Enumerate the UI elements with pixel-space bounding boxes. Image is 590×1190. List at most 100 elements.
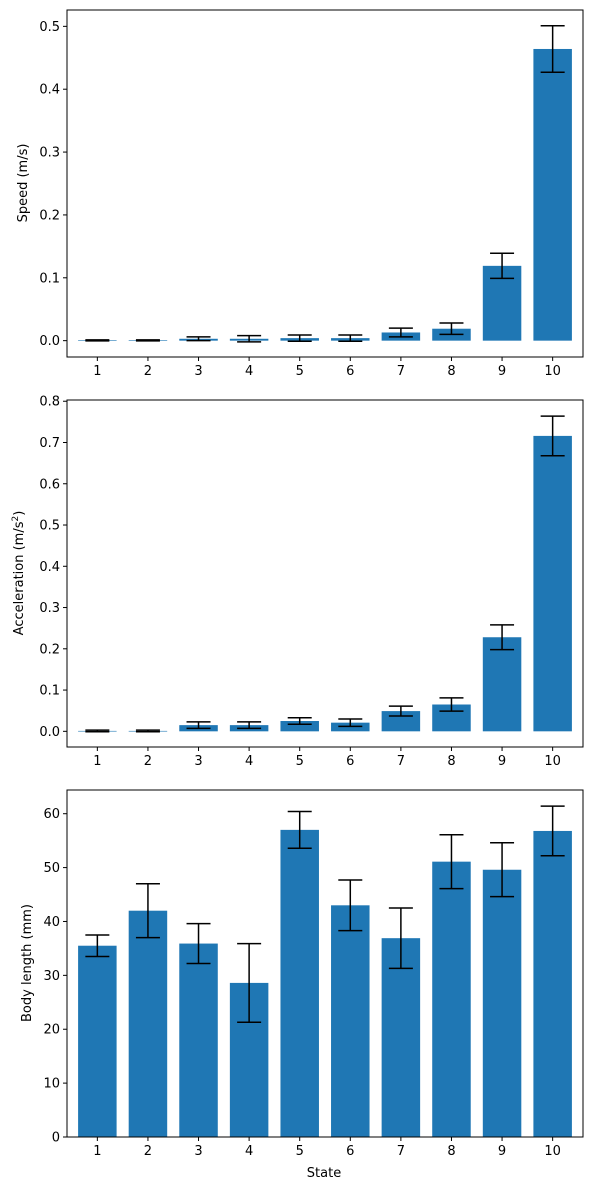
body-length-error-bar-5 [287,810,312,849]
speed-error-bar-5 [287,334,312,343]
body-length-error-bar-9 [490,842,515,898]
body-length-bar-2 [128,910,168,1137]
acceleration-ytick-label: 0.6 [39,477,60,492]
acceleration-error-bar-2 [135,729,160,733]
body-length-ylabel: Body length (mm) [20,904,35,1022]
speed-bar-10 [533,48,572,341]
acceleration-error-bar-5 [287,716,312,726]
acceleration-xtick-label: 1 [93,754,101,769]
body-length-xtick-label: 5 [296,1144,304,1159]
speed-ytick-label: 0.0 [39,334,60,349]
body-length-xtick-label: 1 [93,1144,101,1159]
acceleration-error-bar-4 [237,721,262,730]
body-length-error-bar-8 [439,833,464,890]
body-length-xtick-label: 9 [498,1144,506,1159]
body-length-error-bar-6 [338,879,363,932]
speed-error-bar-1 [85,339,110,342]
speed-error-bar-3 [186,336,211,342]
acceleration-xtick-label: 2 [144,754,152,769]
acceleration-xtick-label: 6 [346,754,354,769]
speed-ylabel: Speed (m/s) [16,144,31,223]
speed-xtick-label: 3 [194,364,202,379]
body-length-ytick-label: 10 [43,1077,60,1092]
body-length-panel: Body length (mm) State 0 10 20 30 40 50 60 1 2 3 4… [20,789,584,1181]
acceleration-ytick-label: 0.0 [39,725,60,740]
speed-xtick-label: 1 [93,364,101,379]
acceleration-xtick-label: 9 [498,754,506,769]
body-length-ytick-label: 20 [43,1023,60,1038]
acceleration-panel: Acceleration (m/s2) 0.00.10.20.30.40.50.… [11,395,584,769]
body-length-xlabel: State [307,1166,341,1181]
acceleration-xtick-label: 7 [397,754,405,769]
acceleration-error-bar-8 [439,697,464,712]
acceleration-bar-9 [482,637,522,732]
speed-panel: Speed (m/s) 0.0 0.1 0.2 0.3 0.4 0.5 1 2 3 4 5 6 7 8 9 1… [16,9,584,379]
acceleration-ylabel: Acceleration (m/s2) [11,511,27,636]
body-length-bar-9 [482,869,522,1137]
acceleration-xtick-label: 8 [447,754,455,769]
speed-ytick-label: 0.1 [39,271,60,286]
body-length-bar-5 [280,829,319,1137]
body-length-xtick-label: 10 [544,1144,561,1159]
body-length-error-bar-2 [135,883,160,939]
body-length-bar-8 [432,861,471,1137]
speed-xtick-label: 2 [144,364,152,379]
body-length-error-bar-10 [540,805,565,857]
acceleration-error-bar-6 [338,718,363,728]
acceleration-xtick-label: 10 [544,754,561,769]
acceleration-ytick-label: 0.3 [39,601,60,616]
acceleration-error-bar-9 [490,624,515,651]
body-length-ytick-label: 30 [43,969,60,984]
speed-axes-frame [66,9,584,358]
acceleration-error-bar-1 [85,729,110,733]
body-length-bar-1 [78,945,117,1137]
acceleration-error-bar-10 [540,415,565,457]
acceleration-error-bar-3 [186,721,211,730]
speed-xtick-label: 5 [296,364,304,379]
body-length-bar-10 [533,830,572,1137]
acceleration-bar-5 [280,721,319,732]
acceleration-ytick-label: 0.1 [39,684,60,699]
acceleration-ylabel-base: Acceleration (m/s [12,521,27,635]
body-length-xtick-label: 4 [245,1144,253,1159]
speed-ytick-label: 0.3 [39,146,60,161]
speed-xtick-label: 10 [544,364,561,379]
speed-error-bar-9 [490,252,515,280]
speed-xtick-label: 6 [346,364,354,379]
acceleration-ytick-label: 0.8 [39,395,60,410]
body-length-xtick-label: 8 [447,1144,455,1159]
body-length-ytick-label: 60 [43,807,60,822]
body-length-error-bar-3 [186,922,211,965]
speed-ytick-label: 0.4 [39,83,60,98]
speed-error-bar-10 [540,24,565,73]
speed-xtick-label: 9 [498,364,506,379]
body-length-xtick-label: 7 [397,1144,405,1159]
body-length-bar-3 [179,943,218,1137]
body-length-bar-7 [381,938,421,1137]
speed-error-bar-6 [338,334,363,343]
acceleration-error-bar-7 [388,705,413,717]
body-length-error-bar-1 [85,934,110,958]
speed-ytick-label: 0.5 [39,20,60,35]
acceleration-ytick-label: 0.2 [39,642,60,657]
acceleration-axes-frame [66,399,584,748]
speed-error-bar-8 [439,322,464,336]
speed-xtick-label: 4 [245,364,253,379]
body-length-ytick-label: 0 [52,1131,60,1146]
body-length-ytick-label: 50 [43,861,60,876]
acceleration-ytick-label: 0.4 [39,560,60,575]
speed-error-bar-2 [135,339,160,342]
body-length-bar-6 [331,905,370,1137]
acceleration-bar-10 [533,435,572,732]
body-length-ytick-label: 40 [43,915,60,930]
speed-error-bar-4 [237,334,262,343]
body-length-error-bar-4 [237,942,262,1023]
acceleration-ytick-label: 0.7 [39,436,60,451]
body-length-xtick-label: 3 [194,1144,202,1159]
body-length-error-bar-7 [388,907,413,970]
acceleration-ytick-label: 0.5 [39,519,60,534]
acceleration-ylabel-tail: ) [12,511,27,516]
body-length-axes-frame [66,789,584,1138]
body-length-xtick-label: 6 [346,1144,354,1159]
